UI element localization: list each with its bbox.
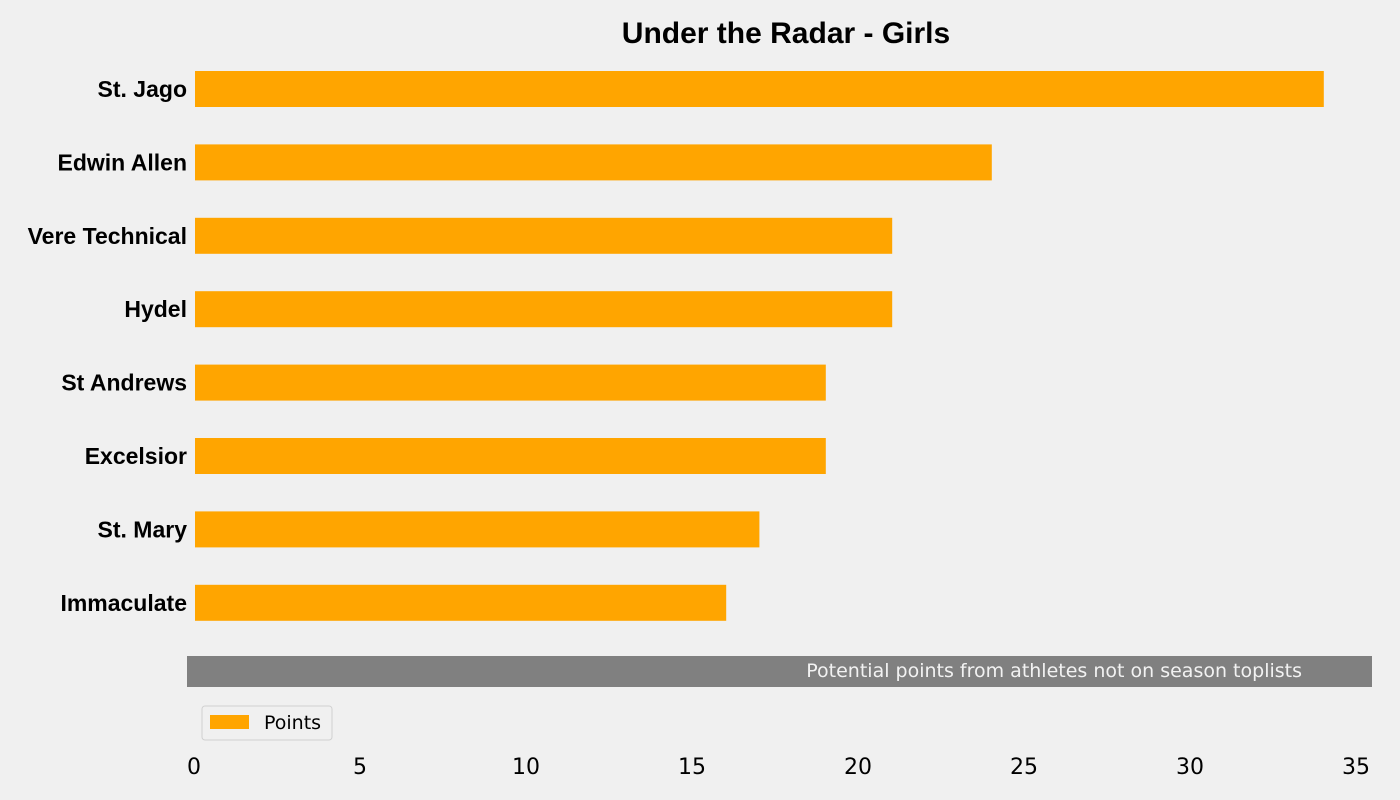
x-tick-label: 20 [844, 755, 872, 780]
x-axis-ticks: 0 5 10 15 20 25 30 35 [187, 755, 1370, 780]
category-label: Edwin Allen [58, 149, 188, 175]
x-tick-label: 35 [1342, 755, 1370, 780]
bars-group [195, 71, 1324, 621]
bar-st-andrews [195, 364, 826, 401]
category-label: Immaculate [60, 590, 187, 616]
x-tick-label: 30 [1176, 755, 1204, 780]
bar-vere-technical [195, 217, 893, 254]
bar-excelsior [195, 438, 826, 474]
category-label: Excelsior [85, 443, 187, 469]
bar-edwin-allen [195, 144, 992, 181]
annotation-banner: Potential points from athletes not on se… [187, 656, 1372, 687]
annotation-banner-text: Potential points from athletes not on se… [806, 660, 1302, 682]
bar-immaculate [195, 584, 727, 621]
legend-box [201, 705, 333, 741]
chart-title: Under the Radar - Girls [622, 17, 950, 50]
annotation-banner-background [187, 656, 1372, 687]
legend-swatch-points [210, 715, 249, 729]
category-label: Hydel [124, 296, 187, 322]
legend: Points [201, 705, 333, 741]
x-tick-label: 0 [187, 755, 201, 780]
x-tick-label: 25 [1010, 755, 1038, 780]
category-label: Vere Technical [28, 223, 187, 249]
x-tick-label: 10 [512, 755, 540, 780]
category-label: St Andrews [61, 370, 187, 396]
category-label: St. Jago [98, 76, 187, 102]
bar-st-jago [195, 71, 1324, 107]
bar-hydel [195, 291, 893, 328]
legend-label-points: Points [264, 712, 321, 734]
x-tick-label: 15 [678, 755, 706, 780]
category-labels: St. Jago Edwin Allen Vere Technical Hydel St… [28, 76, 188, 616]
bar-st-mary [195, 511, 760, 548]
x-tick-label: 5 [353, 755, 367, 780]
category-label: St. Mary [98, 516, 188, 542]
